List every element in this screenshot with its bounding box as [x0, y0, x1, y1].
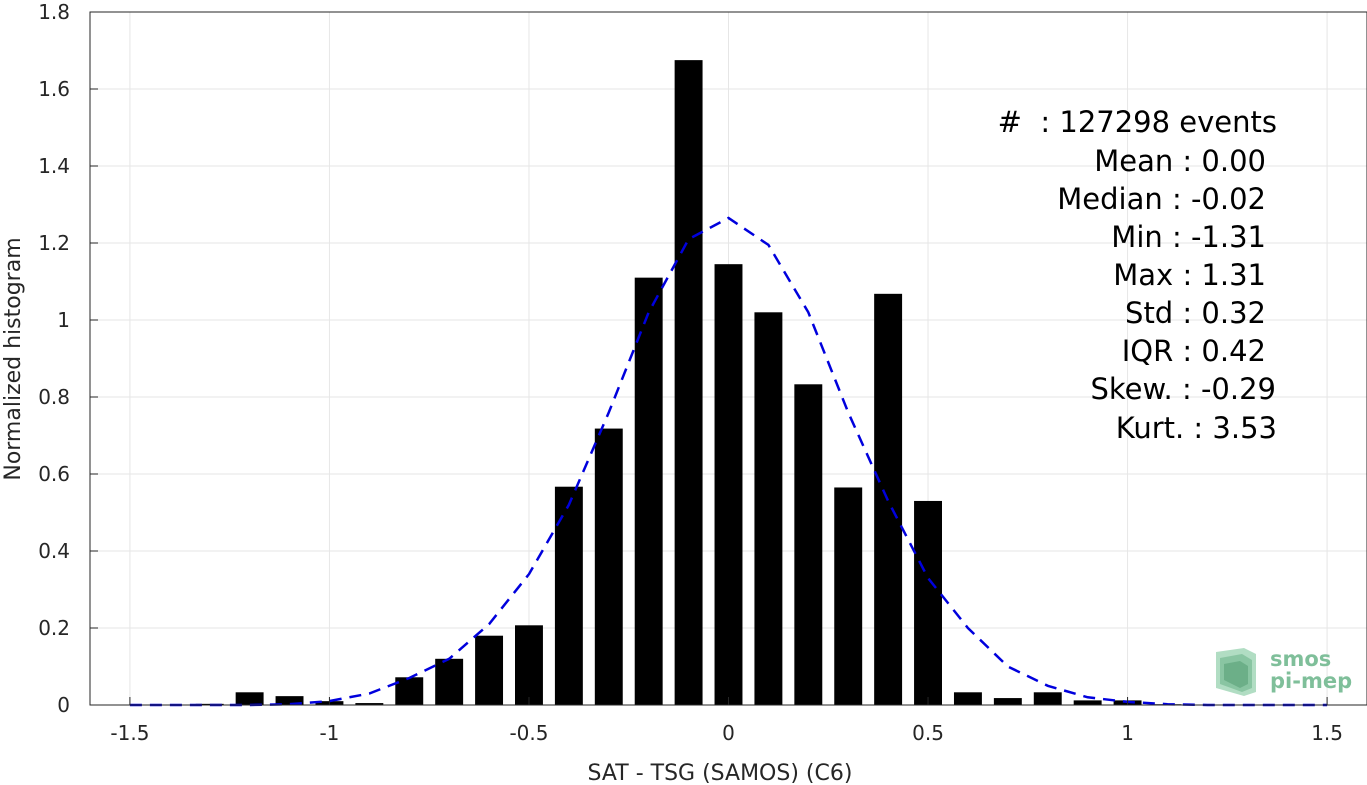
- histogram-bar: [195, 703, 224, 705]
- smos-pi-mep-logo: smos pi-mep: [1216, 647, 1352, 696]
- y-tick-label: 1.2: [38, 231, 70, 255]
- histogram-bar: [914, 500, 942, 705]
- histogram-bar: [1033, 692, 1062, 705]
- histogram-bar: [674, 60, 703, 705]
- histogram-bar: [1073, 700, 1102, 705]
- y-axis-label: Normalized histogram: [1, 237, 26, 480]
- x-tick-label: 0: [722, 721, 735, 745]
- histogram-bar: [794, 384, 823, 705]
- stat-median: Median : -0.02: [1057, 182, 1266, 216]
- stat-mean: Mean : 0.00: [1094, 144, 1266, 178]
- x-tick-label: -1: [319, 721, 339, 745]
- y-tick-labels: 0 0.2 0.4 0.6 0.8 1 1.2 1.4 1.6 1.8: [38, 0, 98, 717]
- y-tick-label: 0.6: [38, 462, 70, 486]
- y-tick-label: 0.4: [38, 539, 70, 563]
- stat-min: Min : -1.31: [1111, 220, 1266, 254]
- x-tick-labels: -1.5 -1 -0.5 0 0.5 1 1.5: [110, 697, 1343, 745]
- logo-text-line2: pi-mep: [1270, 669, 1352, 693]
- histogram-bar: [834, 487, 863, 705]
- stat-count: # : 127298 events: [998, 105, 1277, 139]
- histogram-bar: [435, 658, 464, 705]
- histogram-bar: [953, 692, 982, 705]
- logo-wave-icon: [1216, 648, 1256, 696]
- histogram-bar: [275, 696, 304, 705]
- stat-max: Max : 1.31: [1113, 258, 1266, 292]
- histogram-bar: [993, 698, 1022, 705]
- x-tick-label: -0.5: [509, 721, 548, 745]
- y-tick-label: 1.8: [38, 0, 70, 24]
- stat-iqr: IQR : 0.42: [1122, 334, 1266, 368]
- y-tick-label: 0: [57, 693, 70, 717]
- x-tick-label: 0.5: [912, 721, 944, 745]
- histogram-bar: [475, 635, 504, 705]
- histogram-bar: [754, 312, 783, 705]
- y-tick-label: 0.2: [38, 616, 70, 640]
- histogram-bar: [594, 428, 623, 705]
- stat-std: Std : 0.32: [1125, 296, 1266, 330]
- histogram-bar: [634, 277, 663, 705]
- x-tick-label: 1.5: [1311, 721, 1343, 745]
- logo-text-line1: smos: [1270, 647, 1331, 671]
- y-tick-label: 1: [57, 308, 70, 332]
- y-tick-label: 0.8: [38, 385, 70, 409]
- stat-kurt: Kurt. : 3.53: [1116, 411, 1277, 445]
- histogram-bar: [515, 625, 543, 705]
- stat-skew: Skew. : -0.29: [1090, 372, 1276, 406]
- histogram-bar: [355, 703, 384, 705]
- histogram-bar: [714, 264, 743, 705]
- histogram-bar: [235, 692, 264, 705]
- histogram-bars: [155, 60, 1262, 705]
- x-tick-label: -1.5: [110, 721, 149, 745]
- y-tick-label: 1.4: [38, 154, 70, 178]
- x-axis-label: SAT - TSG (SAMOS) (C6): [588, 761, 853, 785]
- statistics-box: # : 127298 events Mean : 0.00 Median : -…: [998, 105, 1277, 445]
- y-tick-label: 1.6: [38, 77, 70, 101]
- histogram-bar: [395, 677, 424, 705]
- x-tick-label: 1: [1121, 721, 1134, 745]
